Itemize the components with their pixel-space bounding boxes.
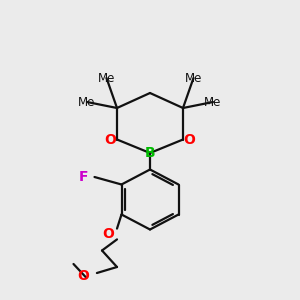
Text: F: F — [79, 170, 89, 184]
Text: O: O — [77, 269, 89, 283]
Text: O: O — [104, 133, 116, 146]
Text: Me: Me — [98, 71, 115, 85]
Text: Me: Me — [204, 95, 222, 109]
Text: Me: Me — [78, 95, 96, 109]
Text: O: O — [184, 133, 196, 146]
Text: Me: Me — [185, 71, 202, 85]
Text: B: B — [145, 146, 155, 160]
Text: O: O — [103, 227, 115, 241]
